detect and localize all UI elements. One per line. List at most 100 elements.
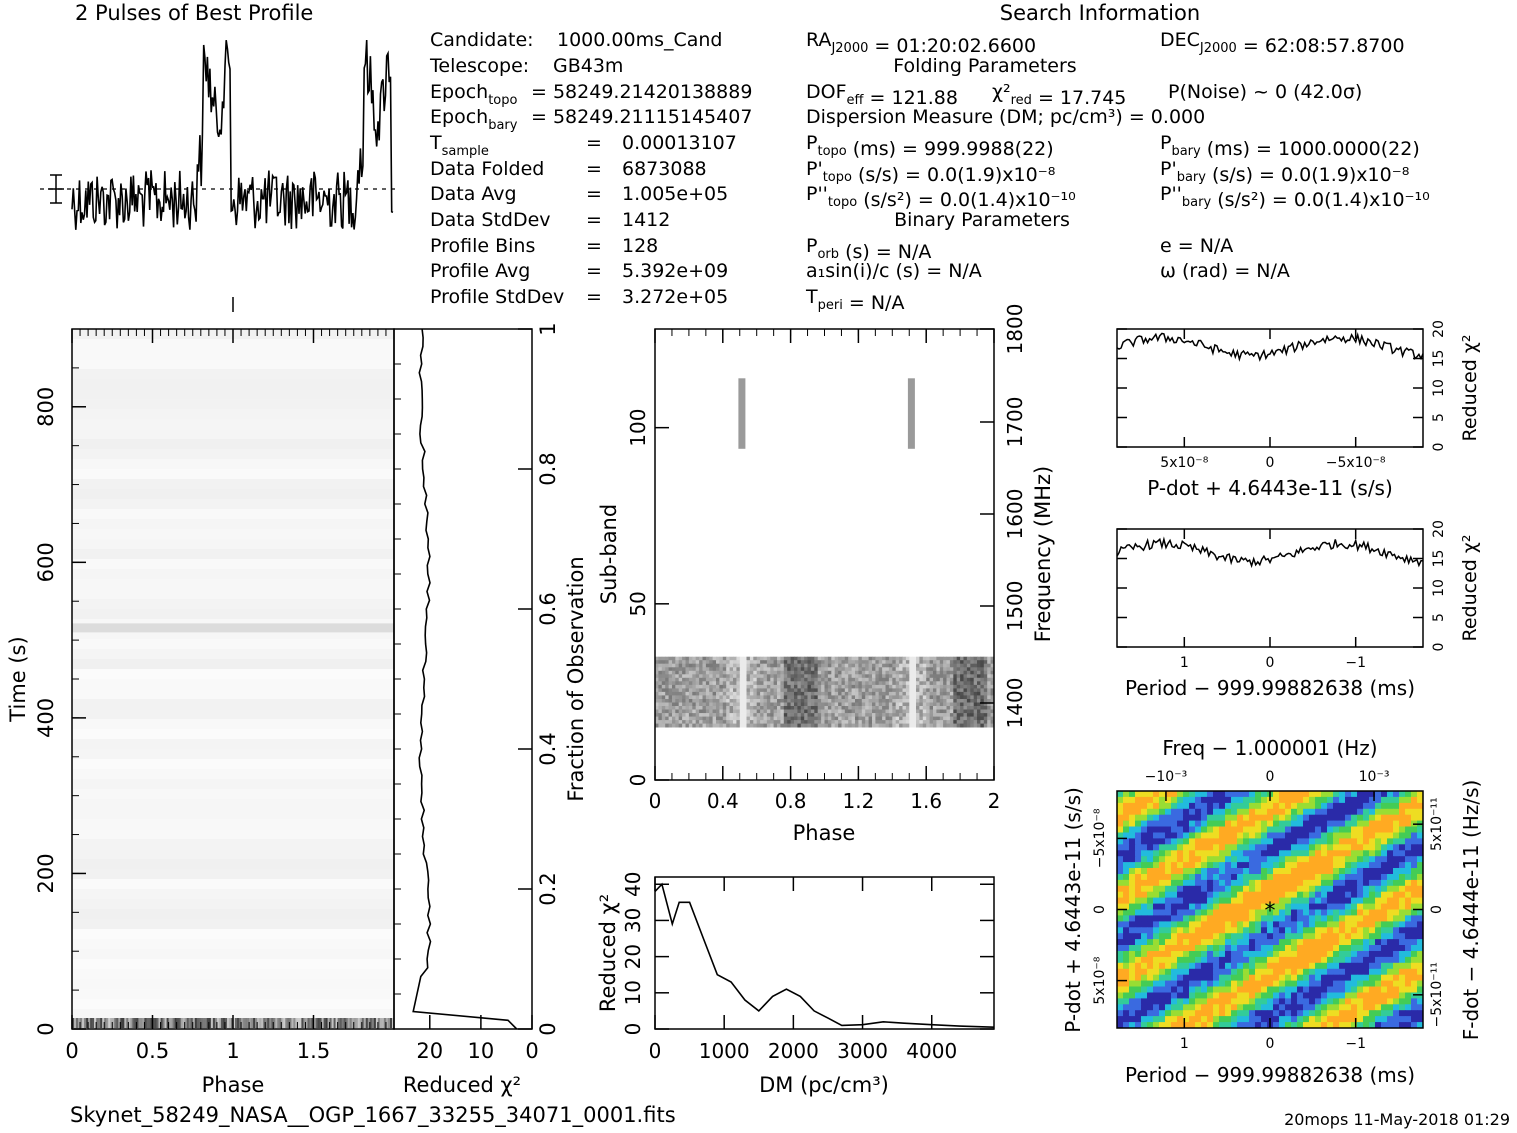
p-pdot-cell: [1219, 1022, 1226, 1029]
p-pdot-cell: [1225, 814, 1232, 822]
p-pdot-cell: [1141, 826, 1148, 833]
p-pdot-cell: [1399, 998, 1406, 1005]
subband-cell: [956, 677, 961, 682]
subband-cell: [729, 677, 734, 682]
subband-cell: [973, 702, 978, 707]
subband-cell: [953, 667, 958, 672]
p-pdot-cell: [1339, 927, 1346, 934]
period-chi2-line: [1116, 536, 1423, 569]
subband-cell: [770, 713, 775, 717]
p-pdot-cell: [1225, 992, 1232, 999]
p-pdot-cell: [1333, 891, 1340, 899]
subband-cell: [834, 684, 839, 689]
p-pdot-cell: [1297, 1022, 1304, 1029]
subband-cell: [926, 660, 930, 665]
p-pdot-cell: [1225, 1010, 1232, 1017]
p-pdot-cell: [1267, 945, 1274, 952]
subband-cell: [733, 681, 737, 686]
subband-cell: [800, 720, 805, 724]
p-pdot-cell: [1279, 826, 1286, 833]
p-pdot-cell: [1183, 927, 1190, 934]
p-pdot-cell: [1333, 868, 1340, 875]
p-pdot-cell: [1237, 909, 1244, 916]
subband-cell: [790, 716, 795, 721]
subband-cell: [916, 681, 920, 686]
subband-cell: [665, 674, 669, 679]
subband-cell: [858, 699, 863, 703]
p-pdot-cell: [1381, 874, 1388, 881]
subband-cell: [722, 702, 727, 707]
p-pdot-cell: [1411, 814, 1418, 822]
subband-cell: [783, 688, 788, 693]
subband-cell: [885, 702, 890, 707]
p-pdot-cell: [1171, 998, 1178, 1005]
time-phase-bottom-cell: [327, 1018, 330, 1028]
subband-cell: [855, 660, 859, 665]
time-phase-bottom-cell: [305, 1018, 308, 1028]
p-pdot-cell: [1177, 868, 1184, 875]
p-pdot-cell: [1237, 838, 1244, 845]
subband-cell: [946, 702, 951, 707]
subband-cell: [655, 695, 659, 700]
p-pdot-cell: [1237, 891, 1244, 899]
p-pdot-cell: [1405, 927, 1412, 934]
subband-cell: [739, 667, 744, 672]
subband-cell: [743, 688, 747, 693]
subband-cell: [936, 702, 941, 707]
p-pdot-cell: [1375, 844, 1382, 851]
p-pdot-cell: [1351, 796, 1358, 804]
subband-cell: [746, 656, 751, 661]
p-pdot-cell: [1183, 1022, 1190, 1029]
p-pdot-cell: [1243, 945, 1250, 952]
subband-cell: [743, 677, 747, 682]
subband-cell: [658, 677, 663, 682]
p-pdot-cell: [1273, 826, 1280, 833]
subband-cell: [712, 656, 717, 661]
p-pdot-cell: [1381, 998, 1388, 1005]
subband-cell: [672, 709, 676, 714]
time-phase-bottom-cell: [208, 1018, 212, 1028]
p-pdot-cell: [1375, 933, 1382, 940]
p-pdot-cell: [1153, 986, 1160, 993]
p-pdot-cell: [1123, 909, 1130, 916]
subband-cell: [949, 709, 954, 714]
subband-cell: [983, 663, 988, 668]
subband-cell: [672, 695, 676, 700]
subband-cell: [956, 674, 961, 679]
p-pdot-cell: [1189, 986, 1196, 993]
p-pdot-cell: [1315, 945, 1322, 952]
p-pdot-cell: [1303, 814, 1310, 822]
subband-cell: [682, 691, 686, 696]
subband-cell: [929, 702, 934, 707]
subband-cell: [729, 713, 734, 717]
subband-cell: [810, 663, 815, 668]
p-pdot-cell: [1255, 980, 1262, 987]
subband-cell: [763, 716, 768, 721]
p-pdot-cell: [1189, 838, 1196, 845]
p-pdot-cell: [1195, 986, 1202, 993]
subband-cell: [821, 684, 825, 689]
p-pdot-cell: [1189, 968, 1196, 976]
p-pdot-cell: [1171, 856, 1178, 863]
subband-cell: [726, 695, 730, 700]
p-pdot-cell: [1219, 897, 1226, 904]
p-pdot-cell: [1219, 992, 1226, 999]
subband-cell: [858, 663, 863, 668]
subband-cell: [685, 681, 690, 686]
p-pdot-cell: [1357, 802, 1364, 810]
subband-cell: [943, 667, 947, 672]
subband-cell: [888, 706, 893, 710]
p-pdot-cell: [1159, 874, 1166, 881]
subband-cell: [787, 695, 791, 700]
subband-cell: [739, 670, 744, 675]
subband-cell: [929, 667, 934, 672]
subband-cell: [939, 656, 944, 661]
p-pdot-cell: [1321, 956, 1328, 964]
p-pdot-cell: [1171, 945, 1178, 952]
p-pdot-cell: [1129, 820, 1136, 827]
subband-cell: [709, 674, 713, 679]
subband-cell: [699, 663, 703, 668]
p-pdot-cell: [1201, 998, 1208, 1005]
subband-cell: [909, 681, 914, 686]
